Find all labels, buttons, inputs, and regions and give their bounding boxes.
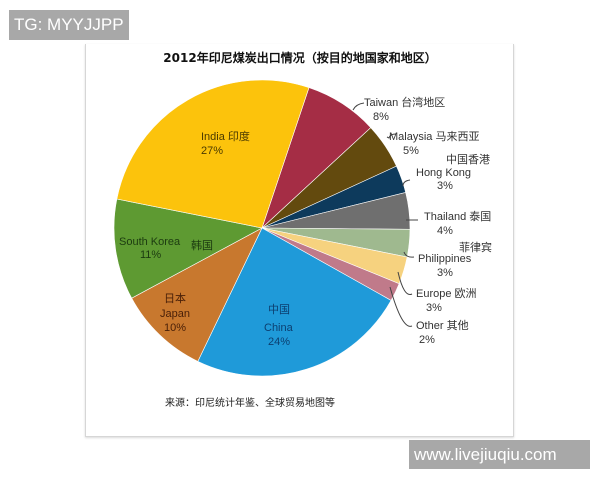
label-hongkong-pct: 3% bbox=[437, 180, 453, 192]
label-thailand-name: Thailand 泰国 bbox=[424, 209, 491, 223]
label-korea-pct: 11% bbox=[140, 249, 161, 261]
pie-slice-china bbox=[197, 227, 392, 377]
label-japan-pct: 10% bbox=[164, 322, 186, 334]
label-philippines-name: Philippines bbox=[418, 253, 472, 265]
pie-slice-india bbox=[116, 79, 310, 229]
label-other-pct: 2% bbox=[419, 334, 435, 346]
label-japan-name: Japan bbox=[160, 308, 190, 320]
label-philippines-zh: 菲律宾 bbox=[459, 240, 492, 254]
label-hongkong-name: Hong Kong bbox=[416, 167, 471, 179]
label-other-name: Other 其他 bbox=[416, 319, 469, 332]
label-europe-name: Europe 欧洲 bbox=[416, 287, 477, 300]
label-china-zh: 中国 bbox=[268, 303, 290, 316]
watermark-top: TG: MYYJJPP bbox=[9, 10, 129, 40]
label-korea-zh: 韩国 bbox=[191, 238, 213, 252]
pie-slices bbox=[113, 79, 411, 377]
pie-slice-japan bbox=[131, 227, 263, 362]
label-taiwan-pct: 8% bbox=[373, 111, 389, 123]
label-philippines-pct: 3% bbox=[437, 267, 453, 279]
label-india-name: India 印度 bbox=[201, 129, 250, 143]
label-malaysia-pct: 5% bbox=[403, 145, 419, 157]
label-taiwan-name: Taiwan 台湾地区 bbox=[364, 95, 445, 109]
label-china-pct: 24% bbox=[268, 336, 290, 348]
label-china-name: China bbox=[264, 322, 294, 334]
label-thailand-pct: 4% bbox=[437, 225, 453, 237]
label-india-pct: 27% bbox=[201, 145, 223, 157]
source-note: 来源：印尼统计年鉴、全球贸易地图等 bbox=[165, 398, 335, 409]
leader-lines bbox=[352, 102, 418, 327]
pie-slice-south-korea bbox=[113, 198, 263, 299]
watermark-bottom: www.livejiuqiu.com bbox=[409, 440, 590, 469]
label-europe-pct: 3% bbox=[426, 302, 442, 314]
label-malaysia-name: Malaysia 马来西亚 bbox=[389, 130, 479, 143]
label-hongkong-zh: 中国香港 bbox=[446, 153, 490, 166]
label-japan-zh: 日本 bbox=[164, 291, 186, 305]
chart-title: 2012年印尼煤炭出口情况（按目的地国家和地区） bbox=[163, 51, 437, 65]
label-korea-name: South Korea bbox=[119, 236, 181, 248]
